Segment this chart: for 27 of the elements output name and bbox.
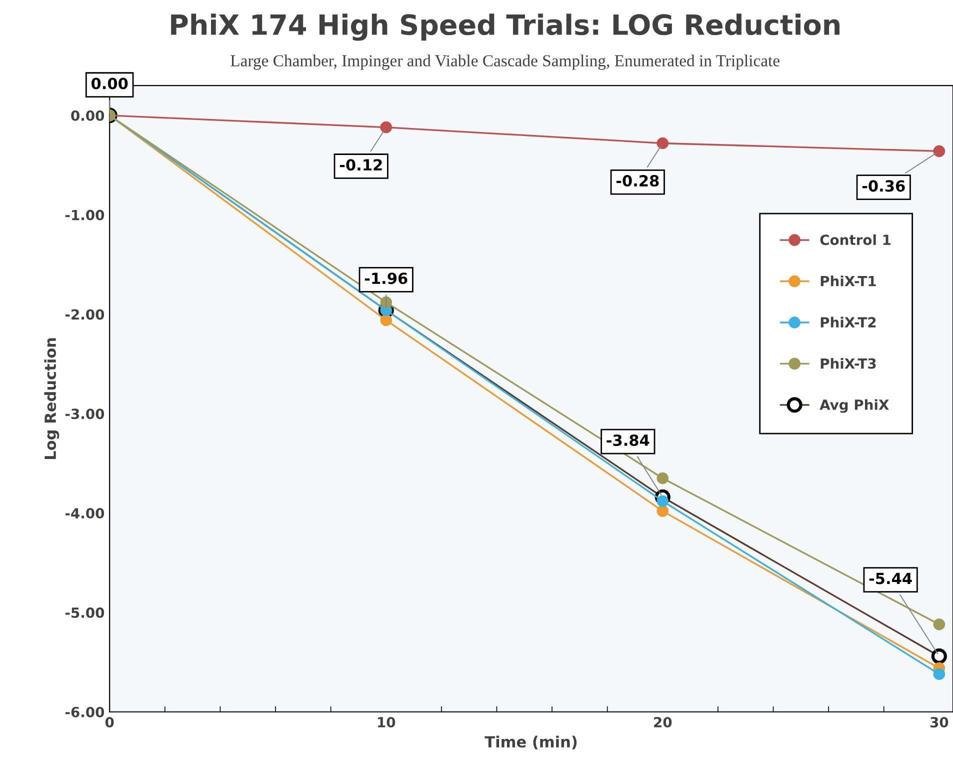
legend-label: PhiX-T2	[820, 316, 876, 328]
x-axis-title: Time (min)	[484, 736, 577, 750]
y-tick-label: -4.00	[65, 508, 104, 519]
x-tick-label: 20	[654, 716, 672, 728]
y-tick-label: -3.00	[65, 408, 104, 420]
y-tick-label: 0.00	[71, 110, 104, 121]
data-label: -0.28	[616, 175, 659, 187]
x-tick-label: 10	[378, 716, 396, 728]
y-tick-label: -2.00	[65, 309, 104, 320]
y-tick-label: -5.00	[65, 607, 104, 618]
data-label: 0.00	[91, 78, 128, 90]
legend-label: PhiX-T1	[820, 276, 876, 286]
legend-label: Control 1	[820, 234, 891, 246]
y-tick-label: -6.00	[65, 706, 104, 718]
y-tick-label: -1.00	[65, 210, 104, 220]
legend-label: PhiX-T3	[820, 358, 876, 369]
data-label: -5.44	[869, 572, 912, 584]
data-label: -3.84	[606, 434, 650, 446]
data-label: -0.12	[340, 159, 382, 171]
chart-subtitle: Large Chamber, Impinger and Viable Cascade Sampling, Enumerated in Triplicate	[230, 54, 780, 70]
legend-label: Avg PhiX	[820, 399, 889, 413]
data-label: -0.36	[862, 180, 905, 192]
x-tick-label: 30	[930, 716, 948, 728]
x-tick-label: 0	[105, 716, 114, 728]
data-label: -1.96	[364, 272, 408, 284]
chart-title: PhiX 174 High Speed Trials: LOG Reduction	[171, 14, 840, 41]
y-axis-title: Log Reduction	[44, 338, 60, 460]
